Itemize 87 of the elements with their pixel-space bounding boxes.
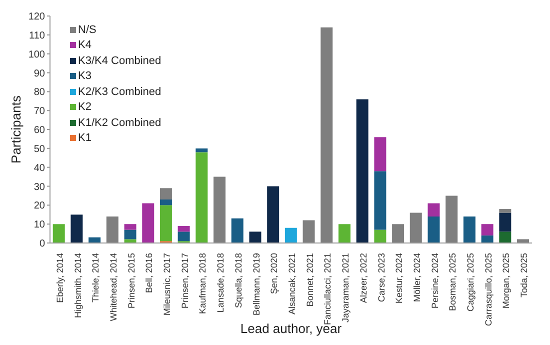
bar bbox=[374, 137, 386, 172]
y-tick-label: 30 bbox=[34, 182, 46, 193]
bar bbox=[410, 212, 422, 243]
x-tick-label: Squella, 2018 bbox=[233, 253, 244, 308]
bar bbox=[124, 224, 136, 230]
y-tick-label: 70 bbox=[34, 106, 46, 118]
y-tick-label: 90 bbox=[34, 68, 46, 80]
bar bbox=[463, 216, 476, 243]
x-tick-label: Toda, 2025 bbox=[519, 253, 530, 298]
bar bbox=[178, 226, 190, 232]
y-tick-label: 100 bbox=[28, 49, 46, 60]
legend-label: K3/K4 Combined bbox=[78, 54, 162, 67]
y-axis-title: Participants bbox=[8, 95, 24, 164]
bar bbox=[481, 224, 494, 236]
bar bbox=[499, 208, 512, 213]
bar bbox=[142, 203, 154, 243]
x-tick-label: Bell, 2016 bbox=[144, 253, 154, 294]
bar bbox=[499, 212, 512, 232]
bar bbox=[196, 152, 208, 243]
x-tick-label: Caggiari, 2025 bbox=[466, 253, 476, 312]
y-tick-label: 110 bbox=[29, 30, 46, 42]
x-tick-label: Lansade, 2018 bbox=[216, 253, 226, 313]
bar bbox=[231, 218, 244, 243]
bar bbox=[267, 186, 280, 243]
bar bbox=[392, 224, 404, 243]
bar bbox=[428, 203, 440, 217]
x-tick-label: Bellmann, 2019 bbox=[251, 253, 262, 316]
bar bbox=[284, 228, 297, 243]
x-tick-label: Fanciullacci, 2021 bbox=[322, 253, 333, 326]
bar bbox=[320, 27, 333, 243]
x-tick-label: Carse, 2023 bbox=[376, 253, 386, 302]
x-tick-label: Carrasquillo, 2025 bbox=[483, 253, 494, 326]
x-tick-label: Prinsen, 2017 bbox=[180, 253, 190, 309]
bar bbox=[196, 148, 208, 152]
bar bbox=[52, 224, 65, 243]
x-tick-label: Bosman, 2025 bbox=[448, 253, 458, 312]
x-tick-label: Kaufman, 2018 bbox=[198, 253, 208, 314]
x-tick-label: Kestur, 2024 bbox=[394, 253, 404, 304]
y-tick-label: 40 bbox=[34, 162, 46, 174]
bar bbox=[481, 235, 494, 243]
bar bbox=[214, 176, 226, 243]
y-tick-label: 0 bbox=[39, 238, 46, 250]
bar bbox=[249, 232, 262, 243]
x-tick-label: Alsancak, 2021 bbox=[287, 253, 297, 315]
bar bbox=[374, 230, 386, 243]
bar bbox=[302, 220, 315, 243]
x-tick-label: Whitehead, 2014 bbox=[108, 253, 118, 322]
bar bbox=[160, 188, 172, 200]
bar bbox=[356, 99, 368, 243]
legend-label: K3 bbox=[78, 70, 92, 82]
y-tick-label: 50 bbox=[34, 144, 46, 155]
x-tick-label: Jayaraman, 2021 bbox=[340, 253, 351, 323]
bar bbox=[446, 196, 458, 243]
x-tick-label: Persine, 2024 bbox=[430, 253, 440, 309]
x-tick-label: Prinsen, 2015 bbox=[126, 253, 136, 309]
x-tick-label: Alzeer, 2022 bbox=[358, 253, 368, 304]
bar bbox=[178, 232, 190, 242]
y-tick-label: 10 bbox=[34, 220, 46, 231]
y-tick-label: 20 bbox=[34, 200, 46, 212]
bar bbox=[160, 205, 172, 242]
x-tick-label: Şen, 2020 bbox=[269, 253, 280, 294]
legend-label: K1 bbox=[78, 132, 92, 144]
x-tick-label: Mileusnic, 2017 bbox=[162, 253, 172, 316]
bar bbox=[70, 214, 83, 243]
x-tick-label: Thiele, 2014 bbox=[90, 253, 101, 303]
x-tick-label: Möller, 2024 bbox=[412, 253, 422, 302]
y-tick-label: 60 bbox=[34, 125, 46, 136]
bar bbox=[374, 171, 386, 230]
bar bbox=[428, 216, 440, 243]
bar bbox=[338, 224, 350, 243]
legend-label: K2 bbox=[78, 101, 92, 114]
bar bbox=[517, 239, 530, 243]
y-tick-label: 120 bbox=[28, 12, 46, 23]
legend-label: K1/K2 Combined bbox=[78, 116, 162, 129]
legend-label: N/S bbox=[78, 24, 96, 36]
x-tick-label: Highsmith, 2014 bbox=[72, 253, 83, 318]
bar bbox=[106, 216, 118, 243]
bar bbox=[160, 199, 172, 206]
x-tick-label: Bonnet, 2021 bbox=[304, 253, 315, 307]
bar bbox=[124, 239, 136, 243]
bar bbox=[499, 232, 512, 243]
x-tick-label: Morgan, 2025 bbox=[501, 253, 512, 309]
bar bbox=[124, 230, 136, 240]
legend-label: K2/K3 Combined bbox=[78, 86, 162, 98]
legend-label: K4 bbox=[78, 39, 92, 52]
x-tick-label: Eberly, 2014 bbox=[54, 253, 65, 303]
y-tick-label: 80 bbox=[34, 87, 46, 98]
